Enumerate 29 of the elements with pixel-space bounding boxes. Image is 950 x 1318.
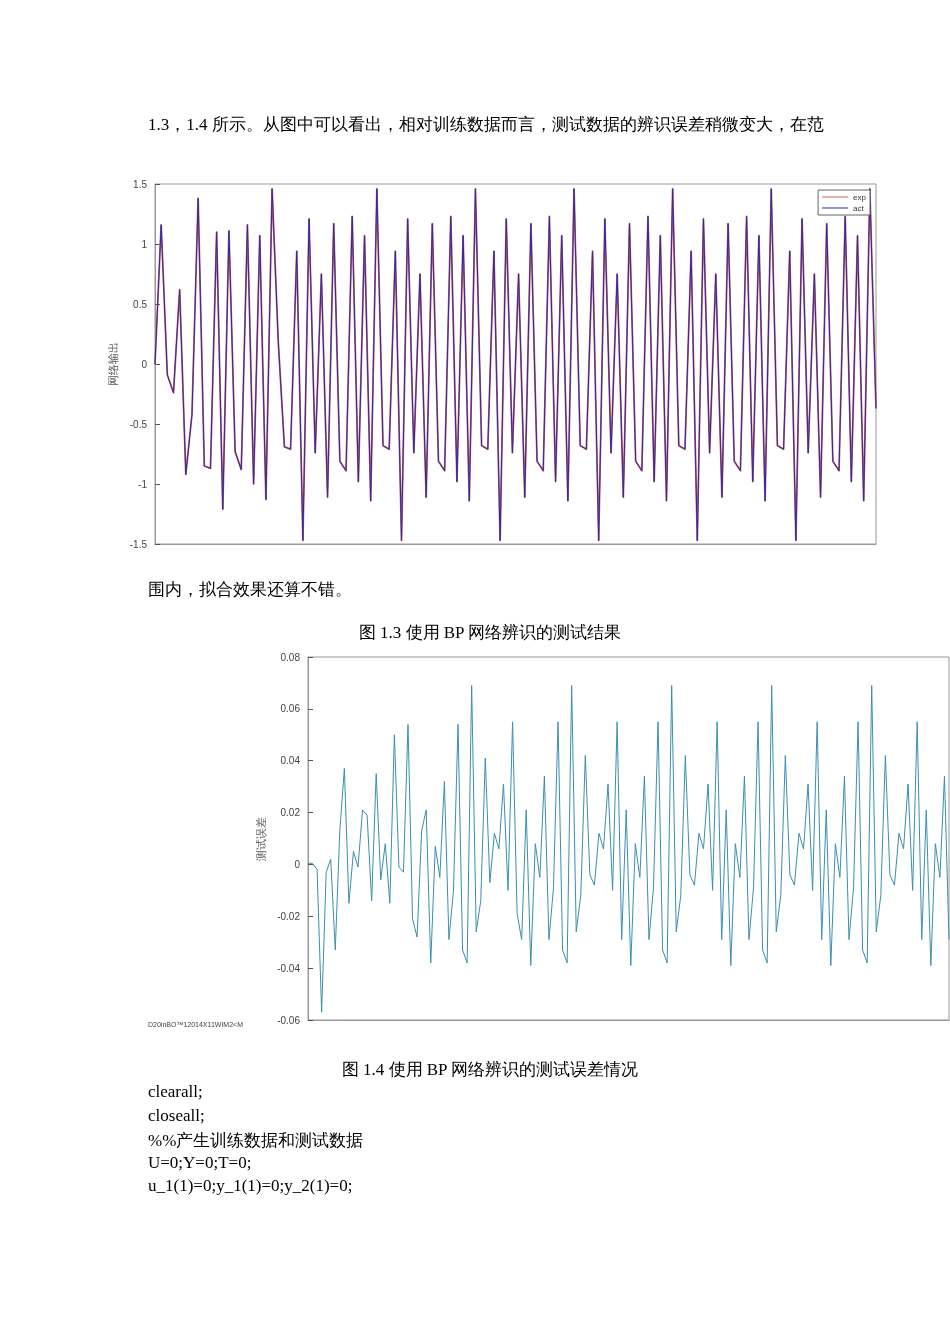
y-tick-label: 1.5 <box>133 178 148 190</box>
text: 图 1.3 使用 BP 网络辨识的测试结果 <box>358 623 622 642</box>
y-tick-label: -1 <box>138 478 148 490</box>
y-tick-label: -1.5 <box>129 538 148 550</box>
y-tick-label: -0.02 <box>277 910 301 922</box>
y-tick-label: 1 <box>141 238 148 250</box>
y-axis-title: 网络输出 <box>107 342 120 386</box>
y-tick-label: 0.5 <box>133 298 148 310</box>
text: 1.3，1.4 所示。从图中可以看出，相对训练数据而言，测试数据的辨识误差稍微变大，在范 <box>148 115 824 134</box>
text: closeall; <box>148 1105 205 1125</box>
y-tick-label: 0.04 <box>280 755 301 767</box>
y-tick-label: -0.04 <box>277 962 301 974</box>
y-tick-label: 0 <box>294 858 301 870</box>
y-tick-label: 0.08 <box>280 651 301 663</box>
y-tick-label: 0 <box>141 358 148 370</box>
text: %%产生训练数据和测试数据 <box>148 1131 364 1150</box>
text: 围内，拟合效果还算不错。 <box>148 580 352 599</box>
text: U=0;Y=0;T=0; <box>148 1152 252 1172</box>
y-axis-title: 测试误差 <box>254 816 267 861</box>
y-tick-label: 0.06 <box>280 703 301 715</box>
text: 图 1.4 使用 BP 网络辨识的测试误差情况 <box>341 1060 639 1079</box>
legend-label: act <box>853 203 865 213</box>
legend-label: exp <box>853 192 867 202</box>
y-tick-label: 0.02 <box>280 807 301 819</box>
line-series <box>307 685 950 1013</box>
text: u_1(1)=0;y_1(1)=0;y_2(1)=0; <box>148 1176 353 1195</box>
y-tick-label: -0.06 <box>277 1014 301 1026</box>
y-tick-label: -0.5 <box>129 418 148 430</box>
text: clearall; <box>148 1082 203 1101</box>
